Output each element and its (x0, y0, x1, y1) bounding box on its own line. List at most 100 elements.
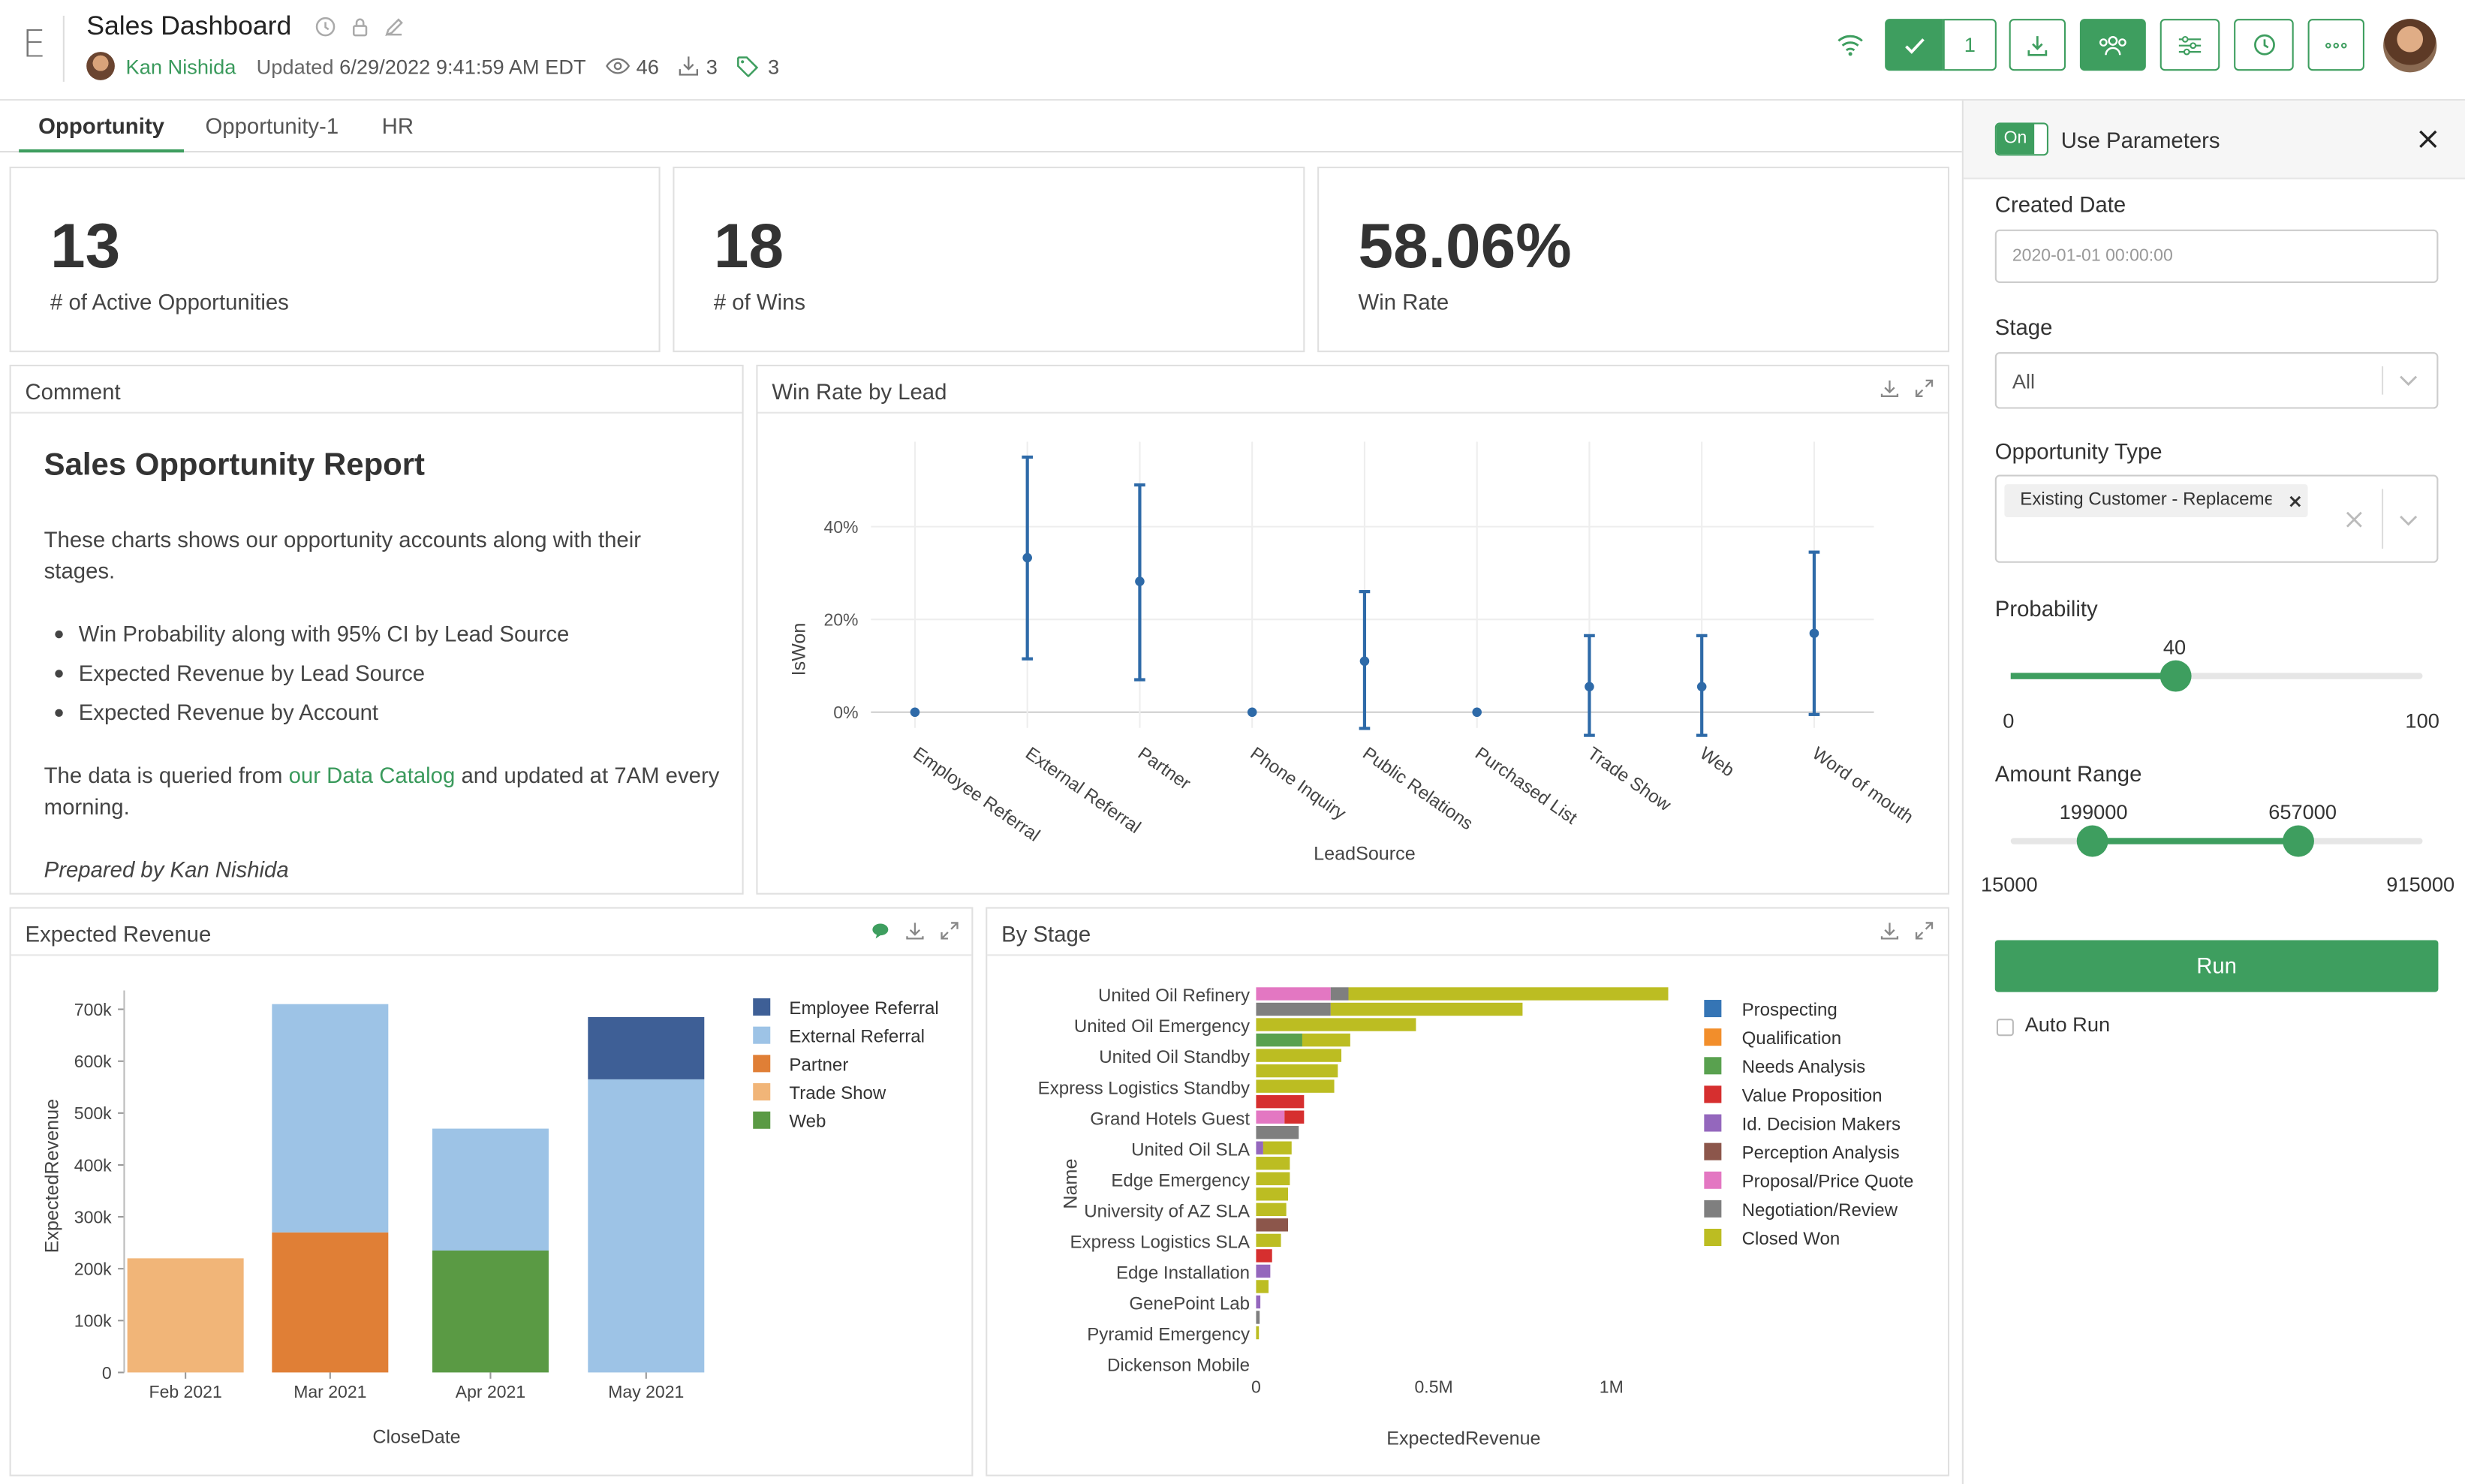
created-date-placeholder: 2020-01-01 00:00:00 (2012, 246, 2173, 266)
legend-swatch (1704, 1171, 1722, 1189)
parameters-panel: On Use Parameters Created Date 2020-01-0… (1961, 101, 2465, 1484)
probability-slider-track[interactable] (2010, 673, 2423, 679)
bar-segment (127, 1258, 244, 1373)
created-date-label: Created Date (1994, 191, 2126, 218)
remove-tag-icon[interactable] (2289, 495, 2301, 508)
data-catalog-link[interactable]: our Data Catalog (288, 762, 456, 788)
download-icon[interactable] (1880, 379, 1899, 398)
clear-icon[interactable] (2346, 511, 2363, 528)
data-point (1359, 656, 1370, 667)
y-tick-label: Edge Emergency (1111, 1170, 1250, 1191)
panel-title: Comment (11, 366, 742, 414)
data-point (910, 707, 920, 718)
comment-bullets: Win Probability along with 95% CI by Lea… (44, 618, 705, 736)
bar-segment (1330, 1002, 1523, 1016)
author-avatar[interactable] (86, 52, 115, 80)
y-tick-label: United Oil Refinery (1098, 986, 1250, 1006)
publish-count[interactable]: 1 (1943, 19, 1997, 71)
app-header: E Sales Dashboard Kan Nishida Updated 6/… (0, 0, 2465, 101)
opportunity-type-select[interactable]: Existing Customer - Replacemer (1994, 474, 2439, 563)
wifi-icon[interactable] (1836, 32, 1865, 57)
parameters-button[interactable] (2160, 19, 2220, 71)
y-tick-label: 20% (823, 610, 858, 630)
legend-label: Partner (789, 1055, 848, 1075)
updated-value: 6/29/2022 9:41:59 AM EDT (339, 54, 586, 78)
bar-segment (1256, 1033, 1302, 1047)
share-users-button[interactable] (2079, 19, 2146, 71)
bar-segment (1256, 1249, 1272, 1263)
legend-label: Web (789, 1112, 826, 1132)
data-point (1135, 576, 1145, 586)
y-tick-label: United Oil SLA (1131, 1139, 1251, 1160)
bar-segment (1263, 1141, 1292, 1154)
comment-icon[interactable] (871, 921, 889, 940)
stage-select[interactable]: All (1994, 352, 2439, 409)
x-tick-label: Public Relations (1359, 743, 1476, 834)
kpi-value: 13 (50, 212, 121, 281)
bar-segment (1256, 1141, 1263, 1154)
download-icon[interactable] (1880, 921, 1899, 940)
download-icon[interactable] (905, 921, 924, 940)
expand-icon[interactable] (1915, 921, 1934, 940)
tab-opportunity[interactable]: Opportunity (19, 101, 185, 153)
by-stage-panel: By Stage United Oil Refinery United Oil E… (986, 907, 1950, 1476)
data-point (1809, 628, 1819, 639)
chevron-down-icon[interactable] (2399, 374, 2418, 387)
y-tick-label: 0 (102, 1363, 112, 1383)
bar-segment (1256, 1203, 1287, 1217)
download-button[interactable] (2009, 19, 2066, 71)
bar-segment (1256, 1110, 1285, 1124)
app-logo[interactable]: E (22, 22, 47, 66)
bar-segment (1348, 987, 1669, 1001)
amount-slider-high-handle[interactable] (2283, 825, 2315, 857)
legend-label: Prospecting (1742, 1000, 1837, 1020)
amount-slider-low-handle[interactable] (2077, 825, 2109, 857)
user-avatar[interactable] (2383, 19, 2437, 73)
probability-min: 0 (2003, 709, 2015, 733)
more-button[interactable] (2307, 19, 2364, 71)
x-tick-label: Partner (1134, 743, 1194, 793)
author-link[interactable]: Kan Nishida (125, 54, 236, 78)
bar-segment (1256, 1280, 1269, 1293)
publish-button[interactable] (1885, 19, 1943, 71)
check-icon (1904, 38, 1924, 53)
use-parameters-toggle[interactable]: On (1994, 122, 2049, 156)
close-icon[interactable] (2418, 129, 2438, 149)
panel-actions (871, 921, 959, 940)
probability-slider-handle[interactable] (2160, 660, 2192, 692)
dashboard-meta: Kan Nishida Updated 6/29/2022 9:41:59 AM… (86, 52, 779, 80)
toggle-label: On (1996, 124, 2035, 155)
bar-segment (588, 1016, 705, 1079)
amount-min: 15000 (1980, 872, 2038, 896)
auto-run-checkbox[interactable] (1996, 1019, 2014, 1037)
bar-segment (1256, 987, 1331, 1001)
views-count: 46 (605, 54, 659, 78)
chevron-down-icon[interactable] (2399, 514, 2418, 527)
created-date-input[interactable]: 2020-01-01 00:00:00 (1994, 229, 2439, 283)
tab-opportunity-1[interactable]: Opportunity-1 (205, 113, 339, 139)
probability-slider-fill (2010, 673, 2176, 679)
schedule-button[interactable] (2234, 19, 2294, 71)
clock-icon[interactable] (315, 16, 336, 38)
probability-label: Probability (1994, 595, 2098, 622)
legend-label: Perception Analysis (1742, 1143, 1900, 1163)
expand-icon[interactable] (1915, 379, 1934, 398)
run-button[interactable]: Run (1994, 940, 2439, 992)
y-tick-label: 500k (74, 1103, 112, 1123)
x-tick-label: Word of mouth (1808, 743, 1916, 827)
legend-swatch (1704, 1228, 1722, 1247)
y-axis-title: ExpectedRevenue (41, 1099, 62, 1253)
y-tick-label: Edge Installation (1116, 1263, 1250, 1284)
y-tick-label: 100k (74, 1311, 112, 1331)
dashboard-tabs: Opportunity Opportunity-1 HR (0, 101, 1962, 153)
expand-icon[interactable] (940, 921, 959, 940)
lock-icon[interactable] (349, 16, 371, 38)
tab-hr[interactable]: HR (381, 113, 414, 139)
legend-swatch (753, 1026, 771, 1044)
edit-icon[interactable] (384, 16, 405, 38)
data-note-text: The data is queried from (44, 762, 289, 788)
bullet-item: Expected Revenue by Lead Source (44, 657, 705, 688)
expected-revenue-panel: Expected Revenue 0 100k 200k 300k 400k 500k 60… (9, 907, 974, 1476)
tags-count: 3 (736, 54, 779, 78)
y-axis-title: Name (1061, 1159, 1082, 1209)
